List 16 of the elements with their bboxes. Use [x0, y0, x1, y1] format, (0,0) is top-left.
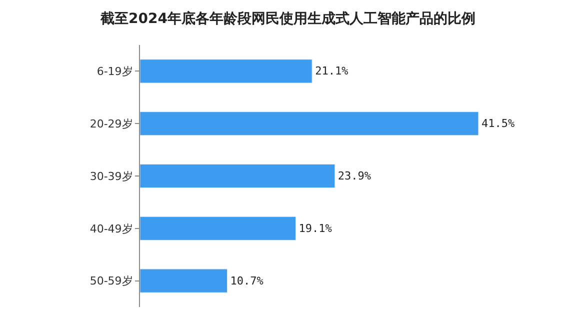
data-label: 23.9%: [338, 170, 372, 182]
y-tick-label: 30-39岁: [90, 170, 133, 183]
y-tick-label: 20-29岁: [90, 117, 133, 130]
data-label: 10.7%: [230, 274, 264, 288]
bar: [140, 112, 479, 136]
data-label: 19.1%: [298, 222, 332, 235]
y-tick-label: 50-59岁: [90, 274, 133, 288]
y-tick-label: 6-19岁: [96, 65, 133, 78]
bar: [140, 216, 296, 240]
data-label: 21.1%: [315, 64, 349, 78]
data-label: 41.5%: [481, 117, 515, 130]
bar: [140, 268, 228, 293]
bar: [140, 164, 336, 188]
y-tick-label: 40-49岁: [90, 222, 133, 236]
chart-title: 截至2024年底各年龄段网民使用生成式人工智能产品的比例: [100, 10, 476, 27]
bar: [140, 59, 312, 84]
